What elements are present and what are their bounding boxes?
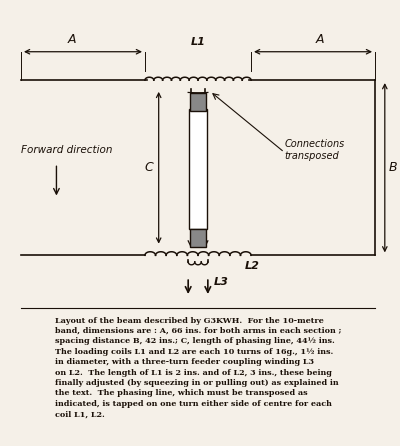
Text: L3: L3 (214, 277, 229, 287)
Text: Connections
transposed: Connections transposed (284, 140, 345, 161)
Text: L1: L1 (190, 37, 206, 47)
Text: A: A (316, 33, 324, 46)
Text: L2: L2 (245, 261, 260, 271)
Bar (189, 109, 207, 229)
Bar (190, 93, 206, 111)
Bar (190, 229, 206, 247)
Text: A: A (68, 33, 76, 46)
Text: Layout of the beam described by G3KWH.  For the 10-metre
band, dimensions are : : Layout of the beam described by G3KWH. F… (55, 317, 341, 418)
Text: B: B (389, 161, 397, 174)
Text: C: C (144, 161, 153, 174)
Text: Forward direction: Forward direction (21, 145, 112, 155)
